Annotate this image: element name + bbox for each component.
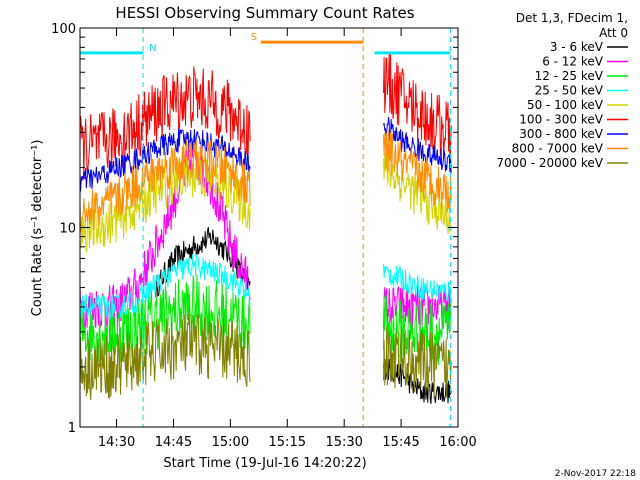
- legend-label: 7000 - 20000 keV: [496, 156, 603, 170]
- y-tick-label: 10: [59, 222, 76, 237]
- series-line-100-300kev: [79, 52, 452, 181]
- legend-label: 100 - 300 keV: [519, 113, 603, 127]
- legend-label: 300 - 800 keV: [519, 127, 603, 141]
- legend-label: 6 - 12 keV: [542, 55, 604, 69]
- y-axis-label: Count Rate (s⁻¹ detector⁻¹): [30, 140, 45, 317]
- series-line-7000-20000kev: [79, 313, 452, 400]
- legend-title-line-2: Att 0: [599, 26, 628, 40]
- series-line-800-7000kev: [79, 129, 452, 233]
- legend-label: 50 - 100 keV: [527, 98, 604, 112]
- x-tick-label: 15:45: [382, 435, 419, 450]
- legend-title-line-1: Det 1,3, FDecim 1,: [516, 11, 628, 25]
- x-axis-ticks: 14:30 14:45 15:00 15:15 15:30 15:45 16:00: [98, 28, 477, 450]
- chart-title: HESSI Observing Summary Count Rates: [115, 4, 414, 22]
- footer-date: 2-Nov-2017 22:18: [555, 469, 637, 479]
- x-axis-label: Start Time (19-Jul-16 14:20:22): [163, 456, 366, 471]
- x-tick-label: 15:15: [269, 435, 306, 450]
- annotation-label-1: S: [251, 32, 257, 43]
- annotation-label-0: N: [149, 43, 156, 54]
- legend-label: 12 - 25 keV: [535, 69, 604, 83]
- x-tick-label: 16:00: [439, 435, 476, 450]
- x-tick-label: 14:45: [155, 435, 192, 450]
- legend-label: 25 - 50 keV: [535, 84, 604, 98]
- series-line-25-50kev: [79, 253, 452, 320]
- x-tick-label: 15:30: [325, 435, 362, 450]
- legend-label: 800 - 7000 keV: [512, 142, 604, 156]
- y-axis-ticks: 1 10 100: [51, 22, 458, 436]
- legend-label: 3 - 6 keV: [550, 40, 604, 54]
- plot-area: [79, 52, 452, 404]
- series-line-300-800kev: [79, 116, 452, 192]
- x-tick-label: 14:30: [98, 435, 135, 450]
- y-tick-label: 1: [68, 421, 76, 436]
- x-tick-label: 15:00: [212, 435, 249, 450]
- y-tick-label: 100: [51, 22, 76, 37]
